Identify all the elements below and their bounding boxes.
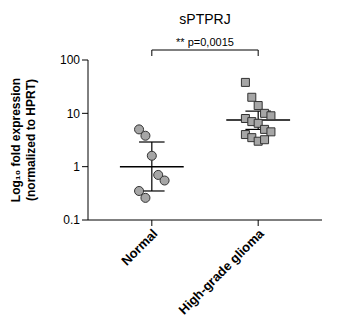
svg-text:100: 100 [60, 53, 80, 67]
svg-text:Log₁₀ fold expression: Log₁₀ fold expression [9, 78, 23, 202]
svg-text:0.1: 0.1 [63, 213, 80, 227]
svg-text:** p=0,0015: ** p=0,0015 [176, 36, 234, 48]
svg-text:sPTPRJ: sPTPRJ [179, 11, 230, 27]
svg-text:(normalized to HPRT): (normalized to HPRT) [24, 79, 38, 201]
svg-text:High-grade glioma: High-grade glioma [176, 226, 268, 318]
svg-text:Normal: Normal [118, 226, 160, 268]
svg-text:1: 1 [73, 160, 80, 174]
svg-text:10: 10 [67, 107, 81, 121]
